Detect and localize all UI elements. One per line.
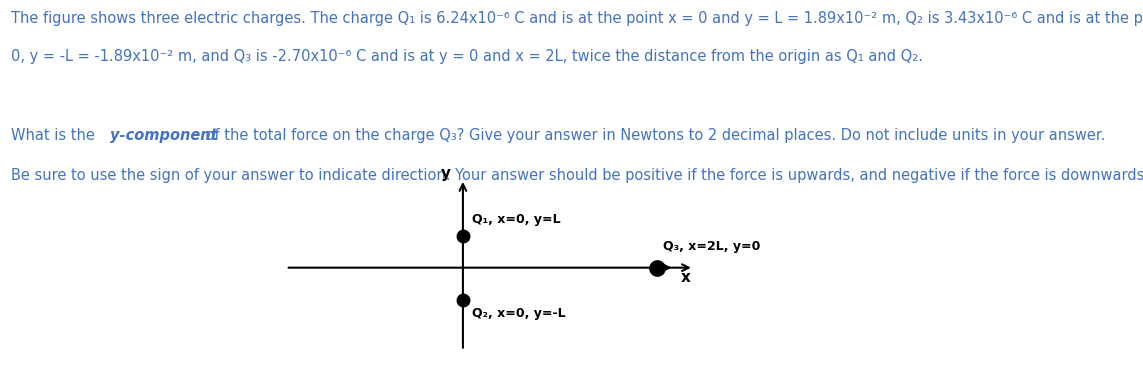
Text: Q₂, x=0, y=-L: Q₂, x=0, y=-L: [472, 307, 566, 319]
Text: The figure shows three electric charges. The charge Q₁ is 6.24x10⁻⁶ C and is at : The figure shows three electric charges.…: [11, 11, 1143, 26]
Text: y-component: y-component: [110, 128, 218, 143]
Text: of the total force on the charge Q₃? Give your answer in Newtons to 2 decimal pl: of the total force on the charge Q₃? Giv…: [201, 128, 1105, 143]
Text: Q₃, x=2L, y=0: Q₃, x=2L, y=0: [663, 240, 760, 253]
Text: y: y: [441, 166, 450, 181]
Text: What is the: What is the: [11, 128, 99, 143]
Text: x: x: [681, 270, 690, 285]
Text: Be sure to use the sign of your answer to indicate direction. Your answer should: Be sure to use the sign of your answer t…: [11, 168, 1143, 183]
Text: 0, y = -L = -1.89x10⁻² m, and Q₃ is -2.70x10⁻⁶ C and is at y = 0 and x = 2L, twi: 0, y = -L = -1.89x10⁻² m, and Q₃ is -2.7…: [11, 49, 924, 64]
Text: Q₁, x=0, y=L: Q₁, x=0, y=L: [472, 213, 561, 226]
